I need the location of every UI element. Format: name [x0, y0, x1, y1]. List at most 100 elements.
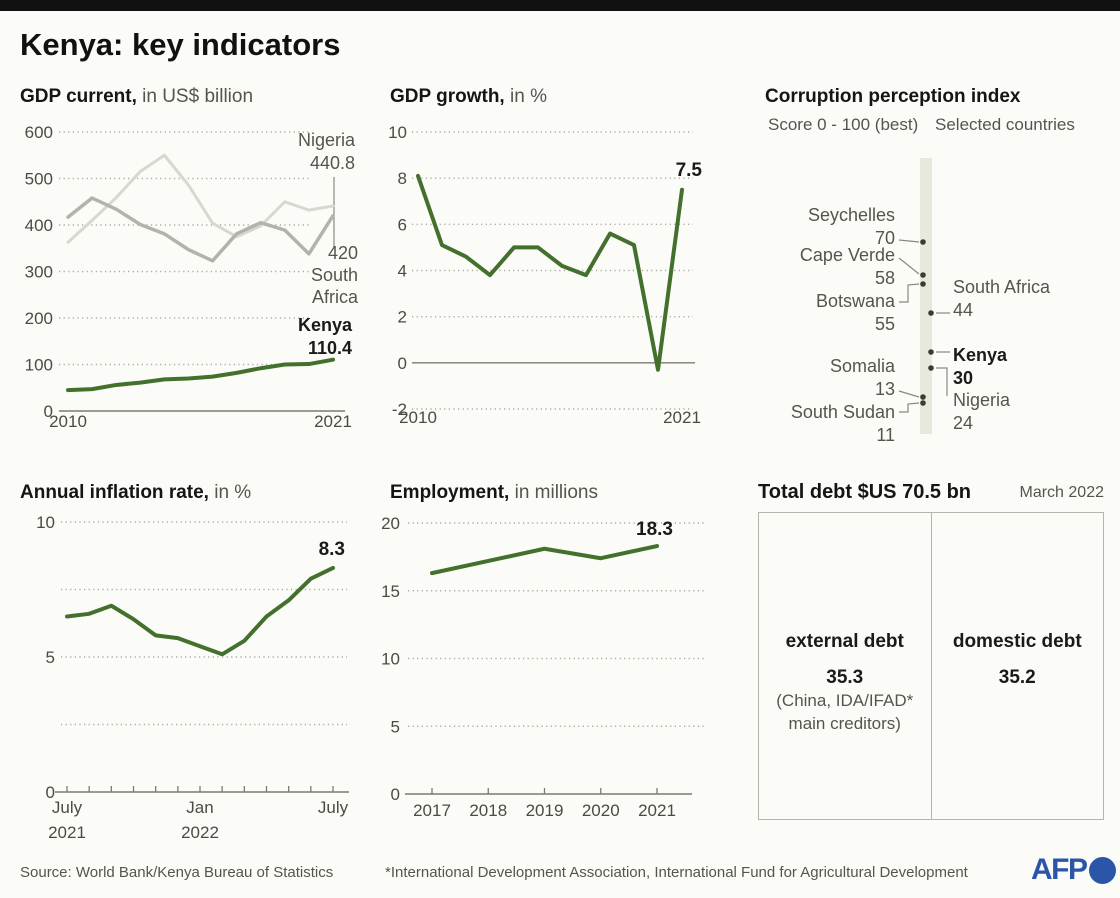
svg-text:420: 420 [328, 243, 358, 263]
corruption-title: Corruption perception index [765, 86, 1020, 108]
gdp-growth-title: GDP growth, in % [390, 86, 547, 108]
domestic-debt-cell: domestic debt 35.2 [932, 513, 1104, 819]
svg-text:Somalia: Somalia [830, 356, 896, 376]
gdp-current-title-bold: GDP current, [20, 86, 137, 107]
svg-text:2022: 2022 [181, 823, 219, 842]
svg-text:July: July [318, 798, 349, 817]
svg-text:100: 100 [25, 356, 53, 375]
external-debt-label: external debt [785, 631, 904, 652]
debt-box: external debt 35.3 (China, IDA/IFAD* mai… [758, 512, 1104, 820]
gdp-growth-chart: -2 0 2 4 6 8 10 2010 2021 7.5 [388, 123, 702, 427]
top-bar [0, 0, 1120, 11]
svg-text:2010: 2010 [399, 408, 437, 427]
svg-text:11: 11 [876, 425, 895, 445]
svg-text:South Sudan: South Sudan [791, 402, 895, 422]
afp-globe-icon [1088, 856, 1116, 884]
svg-text:440.8: 440.8 [310, 153, 355, 173]
svg-text:2018: 2018 [469, 801, 507, 820]
inflation-title: Annual inflation rate, in % [20, 482, 251, 504]
svg-text:5: 5 [46, 648, 55, 667]
debt-date: March 2022 [1019, 484, 1105, 501]
svg-text:15: 15 [381, 582, 400, 601]
svg-text:2017: 2017 [413, 801, 451, 820]
svg-text:2019: 2019 [526, 801, 564, 820]
gdp-current-title: GDP current, in US$ billion [20, 86, 253, 108]
svg-text:44: 44 [953, 300, 973, 320]
svg-text:8.3: 8.3 [319, 539, 345, 560]
employment-title-bold: Employment, [390, 482, 510, 503]
debt-divider [930, 513, 932, 819]
svg-text:400: 400 [25, 216, 53, 235]
employment-title: Employment, in millions [390, 482, 598, 504]
svg-text:13: 13 [875, 379, 895, 399]
svg-text:600: 600 [25, 123, 53, 142]
svg-text:July: July [52, 798, 83, 817]
svg-text:55: 55 [875, 314, 895, 334]
svg-text:Seychelles: Seychelles [808, 205, 895, 225]
svg-text:0: 0 [46, 783, 55, 802]
svg-text:2021: 2021 [638, 801, 676, 820]
svg-text:South Africa: South Africa [953, 277, 1051, 297]
gdp-current-title-unit: in US$ billion [136, 86, 254, 107]
svg-text:8: 8 [398, 169, 407, 188]
svg-text:10: 10 [388, 123, 407, 142]
debt-title-bold: Total debt $US 70.5 bn [758, 481, 971, 503]
svg-text:2021: 2021 [314, 412, 352, 431]
employment-chart: 0 5 10 15 20 2017 2018 2019 2020 2021 18.3 [381, 514, 706, 820]
svg-text:Nigeria: Nigeria [953, 390, 1011, 410]
svg-text:300: 300 [25, 263, 53, 282]
svg-text:0: 0 [391, 785, 400, 804]
external-debt-note-line2: main creditors) [788, 714, 901, 733]
svg-text:70: 70 [875, 228, 895, 248]
external-debt-note-line1: (China, IDA/IFAD* [776, 691, 914, 710]
asterisk-note: *International Development Association, … [385, 864, 968, 881]
svg-text:2021: 2021 [48, 823, 86, 842]
svg-text:20: 20 [381, 514, 400, 533]
gdp-current-chart: 0 100 200 300 400 500 600 2010 2021 Nigeria 440.8 4… [25, 123, 359, 431]
employment-title-unit: in millions [509, 482, 599, 503]
inflation-title-bold: Annual inflation rate, [20, 482, 209, 503]
corruption-title-bold: Corruption perception index [765, 86, 1021, 107]
inflation-title-unit: in % [208, 482, 252, 503]
svg-text:South: South [311, 265, 358, 285]
svg-text:18.3: 18.3 [636, 519, 673, 540]
debt-title: Total debt $US 70.5 bn [758, 481, 971, 504]
corruption-subtitle-score: Score 0 - 100 (best) [768, 115, 919, 134]
svg-text:5: 5 [391, 717, 400, 736]
svg-text:0: 0 [44, 402, 53, 421]
svg-text:Jan: Jan [186, 798, 213, 817]
svg-text:2: 2 [398, 308, 407, 327]
inflation-chart: 0 5 10 July 2021 Jan 2022 July 8.3 [36, 513, 349, 842]
svg-text:500: 500 [25, 170, 53, 189]
svg-text:Nigeria: Nigeria [298, 130, 356, 150]
svg-text:110.4: 110.4 [308, 338, 352, 358]
svg-text:200: 200 [25, 309, 53, 328]
svg-text:2021: 2021 [663, 408, 701, 427]
gdp-growth-title-unit: in % [504, 86, 547, 107]
domestic-debt-label: domestic debt [952, 631, 1082, 652]
svg-text:Africa: Africa [312, 287, 359, 307]
gdp-growth-title-bold: GDP growth, [390, 86, 505, 107]
svg-text:0: 0 [398, 354, 407, 373]
svg-text:4: 4 [398, 262, 407, 281]
svg-text:10: 10 [381, 650, 400, 669]
svg-text:2010: 2010 [49, 412, 87, 431]
svg-text:24: 24 [953, 413, 973, 433]
afp-logo-text: AFP [1031, 853, 1088, 886]
external-debt-cell: external debt 35.3 (China, IDA/IFAD* mai… [759, 513, 931, 819]
svg-text:Kenya: Kenya [298, 315, 353, 335]
svg-text:58: 58 [875, 268, 895, 288]
svg-text:2020: 2020 [582, 801, 620, 820]
svg-text:6: 6 [398, 215, 407, 234]
domestic-debt-value: 35.2 [998, 667, 1036, 688]
source-note: Source: World Bank/Kenya Bureau of Stati… [20, 864, 334, 881]
svg-text:Kenya: Kenya [953, 345, 1008, 365]
svg-text:10: 10 [36, 513, 55, 532]
afp-logo: AFP [1031, 853, 1116, 887]
svg-text:-2: -2 [392, 400, 407, 419]
page-title: Kenya: key indicators [20, 27, 341, 62]
external-debt-value: 35.3 [826, 667, 864, 688]
svg-text:Botswana: Botswana [816, 291, 896, 311]
